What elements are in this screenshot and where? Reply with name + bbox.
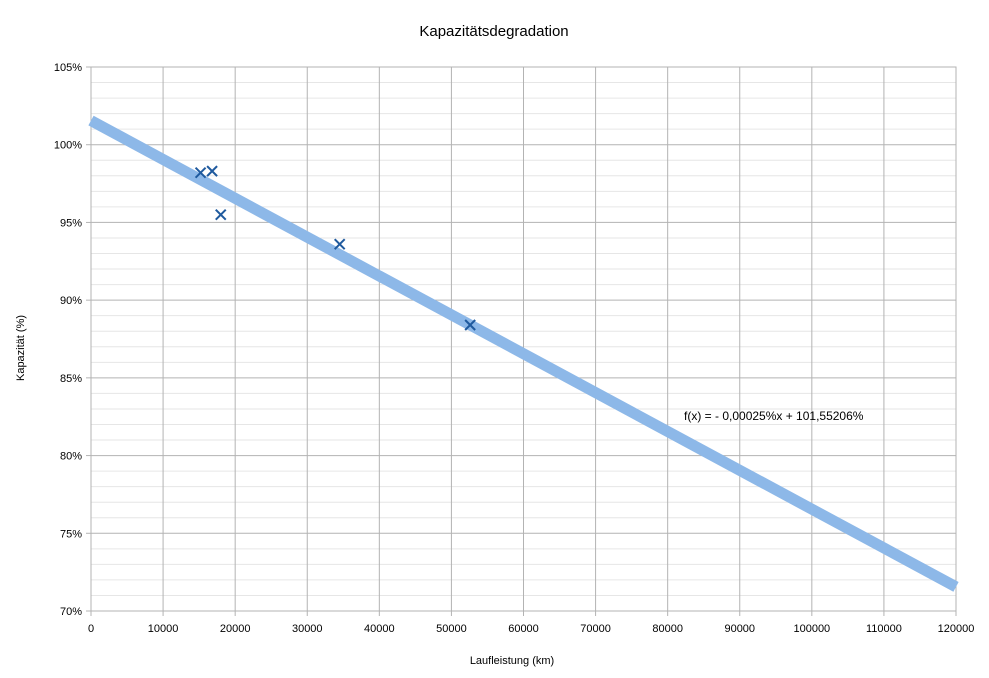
data-point-stroke	[206, 165, 218, 177]
x-tick-label: 120000	[938, 623, 975, 635]
data-point	[333, 238, 346, 250]
data-point-stroke	[215, 208, 227, 221]
y-tick-label: 70%	[60, 606, 82, 618]
x-tick-label: 80000	[652, 623, 683, 635]
y-tick-label: 105%	[54, 62, 82, 74]
data-point	[215, 208, 227, 221]
x-tick-label: 110000	[866, 623, 902, 635]
x-tick-label: 50000	[436, 623, 467, 635]
trendline	[88, 115, 959, 592]
data-point-stroke	[464, 319, 476, 331]
y-tick-label: 100%	[54, 140, 82, 152]
y-tick-label: 90%	[60, 295, 82, 307]
y-tick-label: 95%	[60, 217, 82, 229]
x-tick-label: 90000	[724, 623, 755, 635]
x-tick-label: 30000	[292, 623, 323, 635]
x-tick-label: 100000	[793, 623, 830, 635]
chart-title: Kapazitätsdegradation	[419, 23, 568, 40]
x-tick-label: 0	[88, 623, 94, 635]
x-tick-label: 20000	[220, 623, 251, 635]
trendline-equation: f(x) = - 0,00025%x + 101,55206%	[684, 409, 864, 423]
data-point	[194, 166, 207, 179]
x-tick-label: 70000	[580, 623, 611, 635]
y-axis-title: Kapazität (%)	[15, 315, 27, 381]
x-axis-title: Laufleistung (km)	[470, 655, 554, 667]
x-tick-label: 40000	[364, 623, 395, 635]
data-point	[464, 319, 476, 331]
data-points-layer	[194, 165, 476, 331]
y-tick-label: 75%	[60, 528, 82, 540]
data-point-stroke	[333, 238, 346, 250]
tick-labels: 0 10000 20000 30000 40000 50000 60000 70000 8000…	[54, 62, 975, 635]
y-axis-ticks	[86, 66, 91, 612]
data-point	[206, 165, 218, 177]
y-tick-label: 80%	[60, 451, 82, 463]
data-point-stroke	[194, 166, 207, 179]
y-tick-label: 85%	[60, 373, 82, 385]
trendline-layer	[88, 115, 959, 592]
x-axis-ticks	[90, 611, 957, 616]
x-tick-label: 10000	[148, 623, 179, 635]
x-tick-label: 60000	[508, 623, 539, 635]
